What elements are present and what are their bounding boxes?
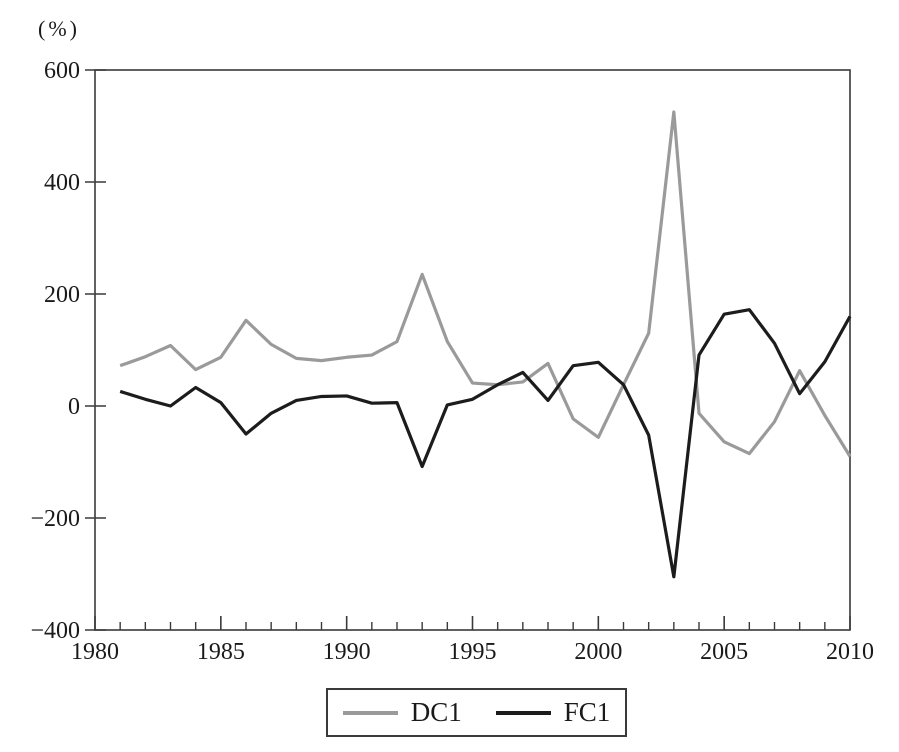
dc1-line-swatch-icon	[342, 710, 398, 715]
x-tick-label: 2010	[826, 639, 874, 665]
fc1-line-swatch-icon	[495, 710, 551, 715]
x-tick-label: 1995	[449, 639, 497, 665]
x-tick-label: 1980	[71, 639, 119, 665]
x-tick-label: 1990	[323, 639, 371, 665]
legend-label-fc1: FC1	[563, 697, 611, 727]
x-tick-label: 2005	[700, 639, 748, 665]
dc1-line	[119, 110, 852, 458]
y-tick-label: 200	[44, 282, 80, 308]
legend-item-dc1: DC1	[342, 697, 462, 727]
plot-border	[94, 69, 851, 631]
x-tick-label: 1985	[197, 639, 245, 665]
y-axis-unit-label: (%)	[38, 16, 80, 41]
x-tick-label: 2000	[574, 639, 622, 665]
legend: DC1 FC1	[326, 688, 627, 737]
y-tick-label: −400	[30, 618, 80, 644]
fc1-line	[119, 308, 852, 579]
y-tick-label: 400	[44, 170, 80, 196]
y-tick-label: 600	[44, 58, 80, 84]
y-tick-label: 0	[68, 394, 80, 420]
legend-item-fc1: FC1	[495, 697, 611, 727]
y-tick-label: −200	[30, 506, 80, 532]
legend-label-dc1: DC1	[410, 697, 462, 727]
